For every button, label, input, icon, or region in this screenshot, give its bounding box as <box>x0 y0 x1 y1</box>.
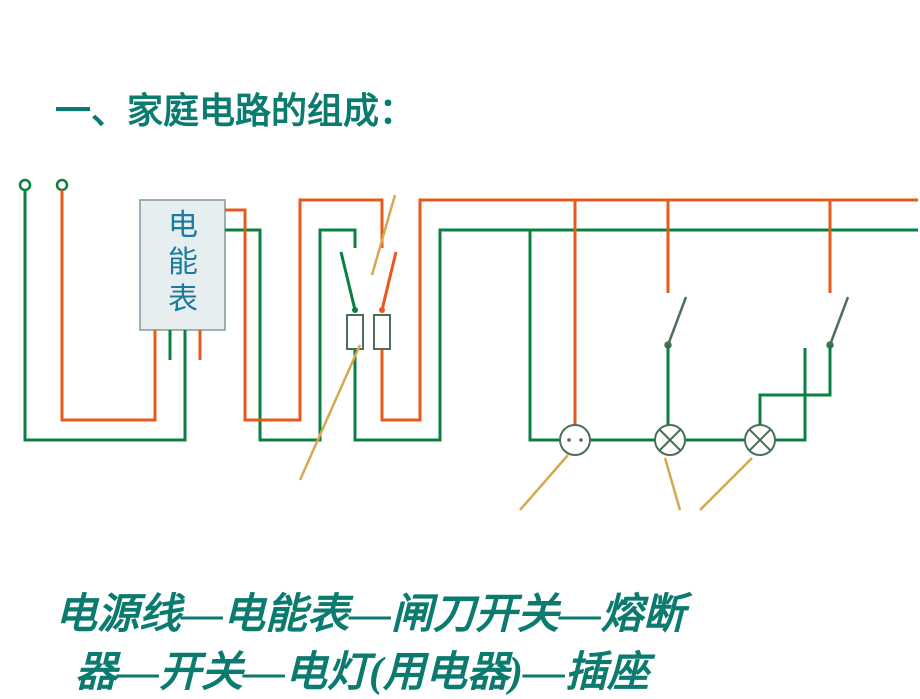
svg-text:能: 能 <box>168 246 198 279</box>
svg-text:电: 电 <box>168 209 198 242</box>
svg-text:表: 表 <box>168 283 198 316</box>
lamp1-symbol <box>655 425 685 455</box>
diagram-canvas: 一、家庭电路的组成： 220V 闸刀开关 火线 零线 开 关 熔断器 插座 电灯… <box>0 0 920 690</box>
socket-symbol <box>560 425 590 455</box>
lamp2-symbol <box>745 425 775 455</box>
wiring-svg: 电 能 表 <box>0 0 920 690</box>
